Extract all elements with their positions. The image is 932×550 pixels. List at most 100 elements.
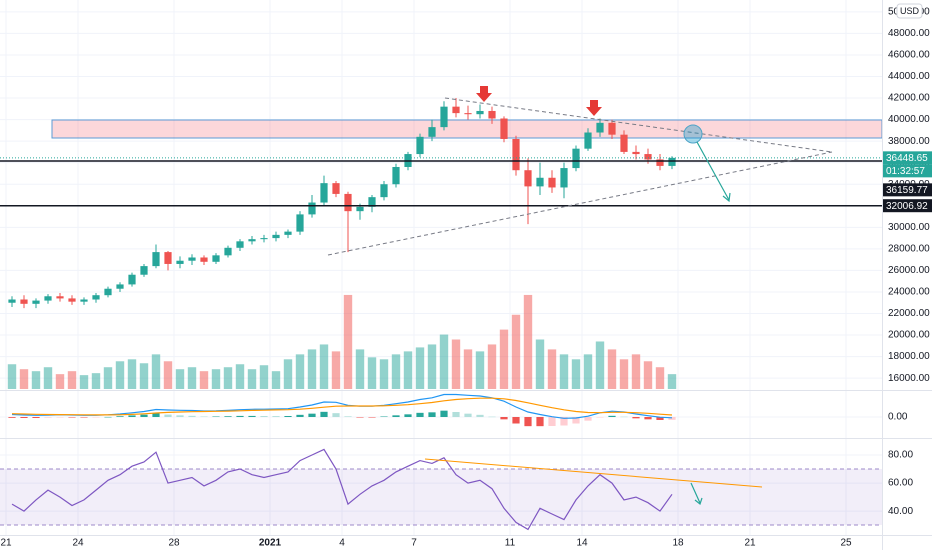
macd-histogram-bar [80, 417, 88, 418]
volume-bar [487, 344, 497, 389]
x-tick-label: 25 [840, 538, 852, 549]
macd-histogram-bar [416, 412, 424, 417]
candle-body [296, 214, 304, 232]
volume-bar [403, 351, 413, 389]
macd-histogram-bar [32, 417, 40, 418]
x-tick-label: 28 [168, 538, 180, 549]
candle-body [140, 266, 148, 275]
x-tick-label: 2021 [259, 538, 282, 549]
volume-bar [307, 349, 317, 389]
red-arrow [476, 86, 492, 102]
price-badge [883, 151, 932, 165]
macd-histogram-bar [500, 417, 508, 420]
volume-bar [631, 354, 641, 389]
volume-bar [223, 367, 233, 389]
volume-bar [427, 344, 437, 389]
volume-bar [535, 339, 545, 389]
countdown-badge [883, 164, 932, 178]
candle-body [620, 134, 628, 152]
volume-bar [379, 359, 389, 389]
candle-body [8, 299, 16, 303]
red-arrow [586, 100, 602, 116]
macd-histogram-bar [92, 417, 100, 418]
y-tick-label: 38000.00 [888, 136, 930, 147]
candle-body [488, 110, 496, 119]
candle-body [248, 239, 256, 242]
candle-body [152, 252, 160, 267]
y-tick-label: 48000.00 [888, 28, 930, 39]
candle-body [356, 206, 364, 212]
candle-body [200, 257, 208, 262]
volume-bar [655, 367, 665, 389]
macd-histogram-bar [68, 417, 76, 418]
candle-body [608, 122, 616, 135]
labels: 16000.00 18000.00 20000.00 22000.00 24000.00… [0, 6, 932, 549]
countdown: 01:32:57 [886, 166, 925, 177]
macd-histogram-bar [272, 416, 280, 417]
volume-bar [511, 314, 521, 389]
candle-body [428, 127, 436, 137]
macd-histogram-bar [164, 414, 172, 417]
volume-bar [415, 347, 425, 389]
macd-histogram-bar [536, 417, 544, 427]
x-tick-label: 18 [672, 538, 684, 549]
macd-histogram-bar [332, 413, 340, 417]
currency-badge[interactable] [896, 3, 923, 19]
volume-bar [211, 369, 221, 389]
rsi-tick-label: 80.00 [888, 450, 913, 461]
volume-bar [271, 371, 281, 389]
volume-bar [115, 361, 125, 389]
volume-bar [247, 369, 257, 389]
macd-histogram-bar [392, 415, 400, 417]
macd-histogram-bar [260, 416, 268, 417]
volume-bar [283, 359, 293, 389]
macd-histogram-bar [236, 415, 244, 417]
candle-body [668, 157, 676, 166]
candle-body [128, 274, 136, 285]
candle-body [524, 170, 532, 187]
volume-bar [199, 371, 209, 389]
candle-body [116, 284, 124, 289]
candle-body [476, 110, 484, 115]
macd-line [11, 393, 673, 419]
macd-histogram-bar [524, 417, 532, 427]
macd-histogram-bar [476, 414, 484, 417]
rsi-tick-label: 40.00 [888, 506, 913, 517]
candle-body [584, 132, 592, 149]
x-tick-label: 4 [339, 538, 345, 549]
y-tick-label: 20000.00 [888, 330, 930, 341]
candle-body [452, 106, 460, 114]
macd-histogram-bar [512, 417, 520, 424]
candle-body [56, 296, 64, 299]
candle-body [644, 154, 652, 160]
candle-body [272, 234, 280, 239]
volume-bar [499, 329, 509, 389]
candle-body [308, 202, 316, 215]
x-tick-label: 11 [505, 538, 516, 549]
macd-histogram-bar [8, 417, 16, 418]
macd-histogram-bar [452, 412, 460, 417]
candle-body [632, 151, 640, 155]
macd-histogram-bar [128, 415, 136, 417]
volume-bar [547, 349, 557, 389]
candle-body [536, 177, 544, 187]
macd-histogram-bar [596, 417, 604, 418]
macd-histogram-bar [464, 413, 472, 417]
candle-body [68, 298, 76, 302]
candle-body [596, 122, 604, 133]
macd-histogram-bar [668, 417, 676, 420]
rsi-arrow [690, 482, 701, 504]
price-badge-label: 36159.77 [886, 185, 928, 196]
x-tick-label: 7 [411, 538, 417, 549]
macd-histogram-bar [308, 413, 316, 417]
volume-bar [367, 357, 377, 389]
volume-bar [463, 349, 473, 389]
triangle-upper [444, 97, 833, 153]
y-tick-label: 18000.00 [888, 351, 930, 362]
macd-histogram-bar [176, 415, 184, 417]
macd-histogram-bar [20, 417, 28, 418]
y-tick-label: 28000.00 [888, 244, 930, 255]
macd-histogram-bar [548, 417, 556, 426]
volume-bar [151, 354, 161, 389]
macd-histogram-bar [380, 416, 388, 417]
